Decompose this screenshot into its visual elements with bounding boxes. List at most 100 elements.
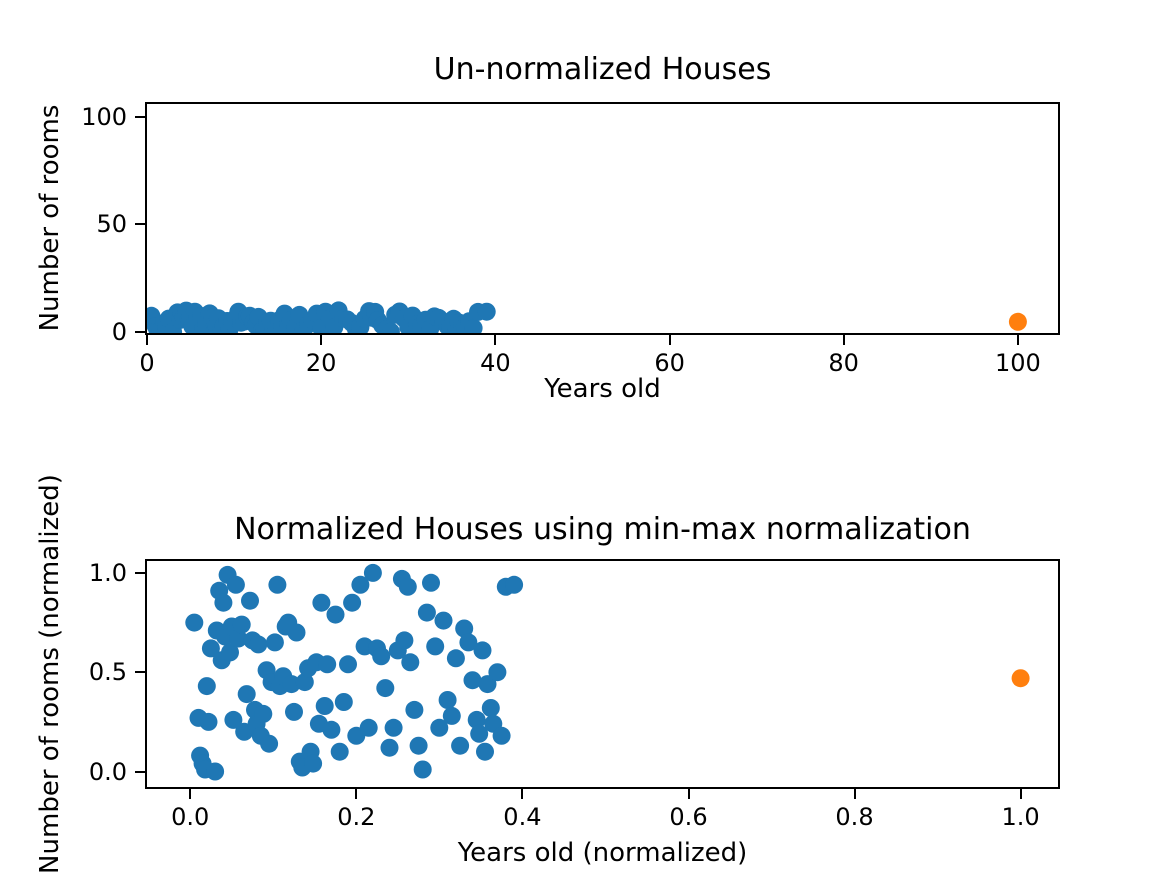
houses-normalized-point — [434, 611, 453, 630]
y-tick-mark — [135, 770, 145, 773]
x-tick-mark — [146, 335, 148, 345]
houses-point — [477, 302, 496, 321]
y-tick-label: 50 — [96, 210, 127, 239]
houses-normalized-point — [384, 718, 403, 737]
x-tick-mark — [320, 335, 323, 345]
houses-normalized-point — [206, 762, 225, 781]
houses-normalized-point — [201, 639, 220, 658]
chart-bottom-plot-area: 0.0 0.2 0.4 0.6 0.8 1.0 0.0 0.5 1.0 — [89, 559, 1060, 831]
y-tick-mark — [135, 571, 145, 574]
chart-top-plot-area: 0 20 40 60 80 100 0 50 100 — [81, 102, 1060, 377]
houses-normalized-point — [492, 726, 511, 745]
houses-normalized-point — [287, 623, 306, 642]
houses-normalized-point — [422, 573, 440, 592]
houses-normalized-point — [214, 593, 233, 612]
houses-normalized-point — [339, 655, 357, 674]
chart-bottom-x-axis-label: Years old (normalized) — [457, 838, 748, 868]
houses-normalized-point — [343, 593, 362, 612]
houses-normalized-point — [505, 575, 524, 594]
houses-normalized-point — [476, 742, 494, 761]
chart-top-y-axis-label: Number of rooms — [35, 104, 65, 332]
houses-normalized-point — [380, 738, 399, 757]
houses-normalized-point — [473, 641, 492, 660]
houses-normalized-point — [363, 563, 382, 582]
x-tick-label: 60 — [654, 349, 685, 377]
houses-normalized-point — [451, 736, 470, 755]
houses-normalized-point — [413, 760, 432, 779]
houses-normalized-point — [330, 742, 349, 761]
scatter-points-layer — [185, 563, 1030, 781]
houses-normalized-point — [226, 575, 245, 594]
houses-normalized-point — [237, 685, 256, 704]
houses-normalized-point — [265, 633, 284, 652]
x-tick-mark — [355, 789, 358, 799]
houses-normalized-point — [221, 643, 239, 662]
x-tick-mark — [1016, 335, 1019, 345]
houses-normalized-point — [260, 734, 279, 753]
y-tick-label: 0.5 — [88, 658, 127, 687]
houses-normalized-point — [268, 575, 287, 594]
houses-normalized-point — [459, 633, 478, 652]
x-tick-label: 20 — [305, 349, 337, 377]
houses-normalized-point — [470, 724, 489, 743]
houses-normalized-point — [426, 637, 445, 656]
chart-bottom-title: Normalized Houses using min-max normaliz… — [234, 512, 971, 547]
houses-normalized-point — [197, 677, 216, 696]
x-tick-mark — [1019, 789, 1022, 799]
houses-normalized-point — [282, 675, 301, 694]
chart-bottom-y-axis-label: Number of rooms (normalized) — [35, 474, 65, 874]
houses-normalized-point — [185, 613, 204, 632]
y-tick-mark — [135, 671, 145, 674]
houses-normalized-point — [295, 673, 314, 692]
y-tick-label: 0 — [111, 317, 127, 346]
x-tick-mark — [687, 789, 690, 799]
houses-normalized-point — [438, 691, 457, 709]
x-tick-label: 0.8 — [835, 803, 874, 831]
houses-normalized-point — [372, 647, 391, 666]
houses-normalized-point — [430, 718, 449, 737]
houses-normalized-point — [376, 679, 395, 698]
chart-top-x-axis-label: Years old — [544, 374, 661, 404]
x-tick-label: 0.2 — [337, 803, 376, 831]
houses-normalized-point — [467, 710, 486, 729]
houses-normalized-point — [304, 754, 323, 773]
x-tick-mark — [842, 335, 845, 345]
houses-normalized-point — [232, 615, 251, 634]
x-tick-mark — [668, 335, 671, 345]
x-tick-label: 80 — [828, 349, 859, 377]
y-tick-label: 100 — [81, 102, 127, 131]
houses-normalized-point — [359, 718, 378, 737]
houses-normalized-point — [254, 704, 273, 723]
houses-normalized-point — [401, 653, 420, 672]
x-tick-label: 0 — [139, 349, 155, 377]
houses-normalized-point — [318, 655, 337, 674]
y-tick-mark — [135, 223, 145, 226]
houses-normalized-point — [442, 706, 461, 725]
houses-normalized-point — [463, 671, 482, 690]
x-tick-mark — [494, 335, 497, 345]
y-tick-label: 0.0 — [88, 757, 127, 786]
x-tick-mark — [189, 789, 192, 799]
houses-normalized-point — [455, 619, 474, 638]
houses-normalized-point — [229, 629, 248, 648]
houses-normalized-point — [409, 736, 428, 755]
houses-point — [381, 322, 400, 333]
houses-normalized-point — [351, 575, 370, 594]
outlier-house-normalized-point — [1011, 669, 1030, 688]
x-tick-label: 40 — [480, 349, 511, 377]
outlier-house-point — [1008, 312, 1027, 331]
houses-normalized-point — [199, 712, 218, 731]
houses-normalized-point — [446, 649, 465, 668]
houses-normalized-point — [481, 699, 500, 717]
houses-normalized-point — [395, 631, 414, 650]
x-tick-label: 0.0 — [171, 803, 210, 831]
houses-normalized-point — [241, 591, 259, 610]
houses-normalized-point — [334, 693, 353, 711]
houses-normalized-point — [488, 663, 507, 682]
y-tick-mark — [135, 330, 145, 333]
houses-normalized-point — [417, 603, 436, 622]
x-tick-label: 100 — [994, 349, 1041, 377]
houses-normalized-point — [224, 710, 243, 729]
scatter-points-layer — [147, 301, 1027, 333]
